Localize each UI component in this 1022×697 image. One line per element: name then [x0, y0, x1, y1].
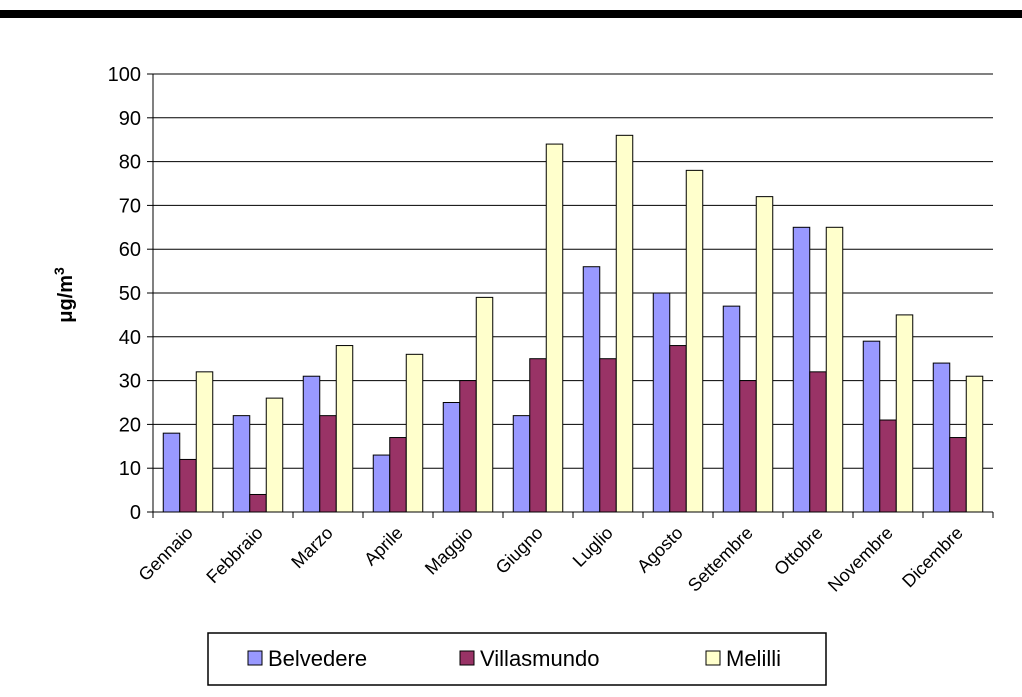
y-tick-label: 90 — [119, 108, 141, 130]
y-tick-label: 70 — [119, 195, 141, 217]
x-tick-label: Luglio — [569, 523, 617, 571]
x-tick-label: Giugno — [492, 523, 547, 578]
y-tick-label: 50 — [119, 283, 141, 305]
legend-label-belvedere: Belvedere — [268, 646, 367, 671]
bar-melilli-agosto — [685, 169, 704, 513]
bar-villasmundo-agosto — [669, 345, 687, 513]
x-tick-label: Aprile — [360, 523, 407, 570]
y-axis-label-base: μg/m — [55, 275, 77, 323]
y-axis-label: μg/m3 — [51, 267, 77, 323]
y-tick-label: 30 — [119, 371, 141, 393]
bar-belvedere-aprile — [372, 454, 391, 513]
y-tick-label: 20 — [119, 414, 141, 436]
bars — [162, 134, 984, 513]
bar-melilli-febbraio — [265, 397, 284, 513]
bar-villasmundo-gennaio — [179, 458, 197, 513]
bar-belvedere-marzo — [302, 375, 321, 513]
x-tick-label: Gennaio — [135, 523, 197, 585]
bar-belvedere-dicembre — [932, 362, 951, 513]
bar-villasmundo-novembre — [879, 419, 897, 513]
bar-melilli-gennaio — [195, 371, 214, 513]
bar-melilli-giugno — [545, 143, 564, 513]
bar-belvedere-febbraio — [232, 415, 251, 513]
bar-villasmundo-ottobre — [809, 371, 827, 513]
bar-melilli-ottobre — [825, 226, 844, 513]
x-tick-label: Marzo — [287, 523, 337, 573]
x-tick-label: Ottobre — [770, 523, 827, 580]
y-tick-label: 40 — [119, 327, 141, 349]
top-rule — [0, 10, 1022, 18]
x-tick-label: Febbraio — [202, 523, 266, 587]
bar-villasmundo-aprile — [389, 437, 407, 513]
legend-label-villasmundo: Villasmundo — [480, 646, 599, 671]
bar-melilli-marzo — [335, 345, 354, 513]
legend: Belvedere Villasmundo Melilli — [207, 632, 827, 686]
legend-swatch-belvedere — [247, 650, 263, 666]
x-tick-label: Dicembre — [898, 523, 967, 592]
bar-villasmundo-febbraio — [249, 493, 267, 513]
bar-belvedere-giugno — [512, 415, 531, 513]
y-tick-label: 10 — [119, 458, 141, 480]
bar-villasmundo-marzo — [319, 415, 337, 513]
bar-belvedere-ottobre — [792, 226, 811, 513]
bar-villasmundo-maggio — [459, 380, 477, 513]
bar-belvedere-settembre — [722, 305, 741, 513]
bar-melilli-novembre — [895, 314, 914, 513]
bar-belvedere-maggio — [442, 402, 461, 513]
legend-box — [207, 632, 827, 686]
bar-melilli-settembre — [755, 196, 774, 513]
y-axis-label-superscript: 3 — [51, 267, 67, 275]
y-tick-label: 80 — [119, 152, 141, 174]
y-tick-label: 100 — [108, 64, 141, 86]
x-tick-label: Maggio — [421, 523, 477, 579]
x-tick-label: Novembre — [824, 523, 897, 596]
bar-villasmundo-luglio — [599, 358, 617, 513]
bar-villasmundo-settembre — [739, 380, 757, 513]
bar-melilli-aprile — [405, 353, 424, 513]
x-axis-labels: Gennaio Febbraio Marzo Aprile Maggio Giugno Lu… — [135, 512, 994, 596]
bar-belvedere-agosto — [652, 292, 671, 513]
y-tick-label: 0 — [130, 502, 141, 524]
bar-belvedere-luglio — [582, 266, 601, 513]
y-axis-ticks: 0 10 20 30 40 50 60 70 80 90 100 — [108, 64, 153, 524]
legend-swatch-villasmundo — [459, 650, 475, 666]
x-tick-label: Agosto — [633, 523, 687, 577]
bar-villasmundo-dicembre — [949, 437, 967, 513]
bar-belvedere-gennaio — [162, 432, 181, 513]
y-tick-label: 60 — [119, 239, 141, 261]
legend-swatch-melilli — [705, 650, 721, 666]
x-tick-label: Settembre — [684, 523, 757, 596]
legend-label-melilli: Melilli — [726, 646, 781, 671]
bar-belvedere-novembre — [862, 340, 881, 513]
bar-melilli-maggio — [475, 296, 494, 513]
bar-villasmundo-giugno — [529, 358, 547, 513]
bar-melilli-luglio — [615, 134, 634, 513]
bar-melilli-dicembre — [965, 375, 984, 513]
